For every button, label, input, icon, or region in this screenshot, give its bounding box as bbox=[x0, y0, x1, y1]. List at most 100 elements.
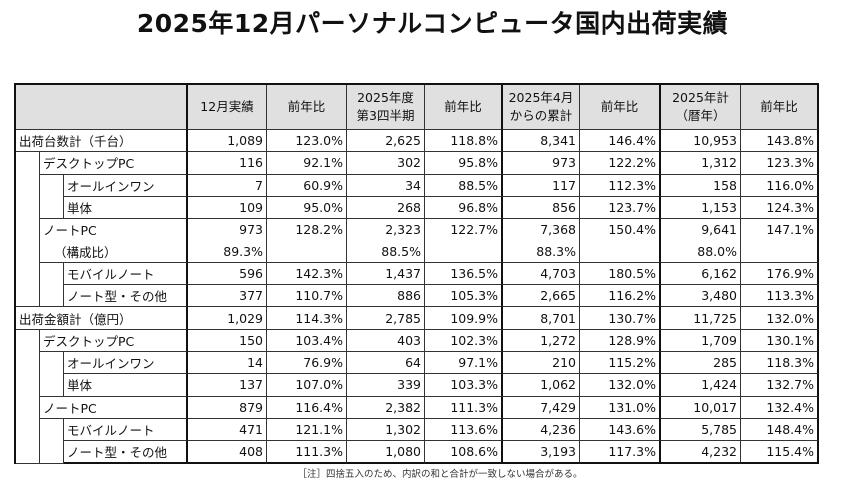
yoy-cell: 142.3% bbox=[267, 262, 347, 286]
yoy-cell: 116.0% bbox=[741, 174, 819, 197]
indent-cell bbox=[16, 240, 40, 263]
yoy-cell: 116.2% bbox=[580, 285, 661, 308]
table-row: モバイルノート 596 142.3% 1,437 136.5% 4,703 180.5% 6,… bbox=[16, 262, 819, 286]
row-label: モバイルノート bbox=[64, 262, 188, 286]
value-cell: 2,665 bbox=[503, 285, 580, 308]
yoy-cell: 130.7% bbox=[580, 307, 661, 330]
value-cell: 886 bbox=[347, 285, 425, 308]
yoy-cell: 105.3% bbox=[425, 285, 503, 308]
indent-cell bbox=[16, 196, 40, 220]
yoy-cell: 118.3% bbox=[741, 351, 819, 375]
yoy-cell: 115.4% bbox=[741, 441, 819, 465]
value-cell: 285 bbox=[661, 351, 741, 375]
value-cell: 210 bbox=[503, 351, 580, 375]
yoy-cell: 111.3% bbox=[267, 441, 347, 465]
value-cell: 64 bbox=[347, 351, 425, 375]
yoy-cell: 123.0% bbox=[267, 130, 347, 153]
row-label: ノートPC bbox=[40, 219, 188, 241]
yoy-cell: 113.6% bbox=[425, 418, 503, 442]
column-header: 2025年度 第3四半期 bbox=[347, 85, 425, 130]
table-row: デスクトップPC 116 92.1% 302 95.8% 973 122.2% 1,312 12… bbox=[16, 152, 819, 175]
value-cell: 109 bbox=[188, 196, 267, 220]
yoy-cell bbox=[580, 240, 661, 263]
yoy-cell: 97.1% bbox=[425, 351, 503, 375]
indent-cell bbox=[40, 418, 64, 442]
yoy-cell bbox=[425, 240, 503, 263]
yoy-cell: 110.7% bbox=[267, 285, 347, 308]
shipment-table: 12月実績 前年比 2025年度 第3四半期 前年比 2025年4月 からの累計 前年比 202… bbox=[14, 83, 819, 465]
value-cell: 856 bbox=[503, 196, 580, 220]
value-cell: 5,785 bbox=[661, 418, 741, 442]
value-cell: 1,062 bbox=[503, 374, 580, 397]
value-cell: 7 bbox=[188, 174, 267, 197]
value-cell: 89.3% bbox=[188, 240, 267, 263]
yoy-cell: 148.4% bbox=[741, 418, 819, 442]
yoy-cell: 121.1% bbox=[267, 418, 347, 442]
row-label: デスクトップPC bbox=[40, 152, 188, 175]
value-cell: 3,480 bbox=[661, 285, 741, 308]
table-row: ノート型・その他 408 111.3% 1,080 108.6% 3,193 117.3% 4… bbox=[16, 441, 819, 465]
value-cell: 973 bbox=[188, 219, 267, 241]
yoy-cell: 130.1% bbox=[741, 329, 819, 352]
row-label: ノート型・その他 bbox=[64, 441, 188, 465]
table-row: ノート型・その他 377 110.7% 886 105.3% 2,665 116.2% 3,4… bbox=[16, 285, 819, 308]
yoy-cell: 132.7% bbox=[741, 374, 819, 397]
indent-cell bbox=[16, 374, 40, 397]
value-cell: 7,368 bbox=[503, 219, 580, 241]
value-cell: 403 bbox=[347, 329, 425, 352]
value-cell: 4,232 bbox=[661, 441, 741, 465]
yoy-cell: 132.0% bbox=[580, 374, 661, 397]
yoy-cell: 117.3% bbox=[580, 441, 661, 465]
yoy-cell: 123.7% bbox=[580, 196, 661, 220]
row-label: ノート型・その他 bbox=[64, 285, 188, 308]
yoy-cell: 116.4% bbox=[267, 396, 347, 419]
indent-cell bbox=[40, 351, 64, 375]
yoy-cell: 60.9% bbox=[267, 174, 347, 197]
value-cell: 596 bbox=[188, 262, 267, 286]
yoy-cell: 150.4% bbox=[580, 219, 661, 241]
value-cell: 4,703 bbox=[503, 262, 580, 286]
yoy-cell: 115.2% bbox=[580, 351, 661, 375]
value-cell: 471 bbox=[188, 418, 267, 442]
yoy-cell: 96.8% bbox=[425, 196, 503, 220]
yoy-cell: 103.3% bbox=[425, 374, 503, 397]
table-row: 単体 137 107.0% 339 103.3% 1,062 132.0% 1,424 132.… bbox=[16, 374, 819, 397]
header-corner bbox=[16, 85, 188, 130]
yoy-cell: 107.0% bbox=[267, 374, 347, 397]
table-header-row: 12月実績 前年比 2025年度 第3四半期 前年比 2025年4月 からの累計 前年比 202… bbox=[16, 85, 819, 130]
row-label: 単体 bbox=[64, 196, 188, 220]
row-label: （構成比） bbox=[40, 240, 188, 263]
column-header: 2025年計 （暦年） bbox=[661, 85, 741, 130]
yoy-cell: 76.9% bbox=[267, 351, 347, 375]
value-cell: 1,089 bbox=[188, 130, 267, 153]
yoy-cell: 146.4% bbox=[580, 130, 661, 153]
yoy-cell: 131.0% bbox=[580, 396, 661, 419]
column-header: 前年比 bbox=[741, 85, 819, 130]
table-row: 単体 109 95.0% 268 96.8% 856 123.7% 1,153 124.3% bbox=[16, 196, 819, 220]
indent-cell bbox=[16, 262, 40, 286]
indent-cell bbox=[16, 285, 40, 308]
value-cell: 8,701 bbox=[503, 307, 580, 330]
value-cell: 1,424 bbox=[661, 374, 741, 397]
table-row: モバイルノート 471 121.1% 1,302 113.6% 4,236 143.6% 5,… bbox=[16, 418, 819, 442]
value-cell: 302 bbox=[347, 152, 425, 175]
row-label: デスクトップPC bbox=[40, 329, 188, 352]
value-cell: 973 bbox=[503, 152, 580, 175]
value-cell: 408 bbox=[188, 441, 267, 465]
yoy-cell: 111.3% bbox=[425, 396, 503, 419]
table-row: 出荷台数計（千台） 1,089 123.0% 2,625 118.8% 8,341 146.… bbox=[16, 130, 819, 153]
indent-cell bbox=[16, 152, 40, 175]
yoy-cell: 92.1% bbox=[267, 152, 347, 175]
value-cell: 3,193 bbox=[503, 441, 580, 465]
yoy-cell: 109.9% bbox=[425, 307, 503, 330]
value-cell: 879 bbox=[188, 396, 267, 419]
yoy-cell: 118.8% bbox=[425, 130, 503, 153]
yoy-cell: 176.9% bbox=[741, 262, 819, 286]
value-cell: 8,341 bbox=[503, 130, 580, 153]
yoy-cell: 143.6% bbox=[580, 418, 661, 442]
yoy-cell: 132.4% bbox=[741, 396, 819, 419]
indent-cell bbox=[16, 219, 40, 241]
indent-cell bbox=[16, 396, 40, 419]
indent-cell bbox=[16, 351, 40, 375]
table-row: デスクトップPC 150 103.4% 403 102.3% 1,272 128.9% 1,7… bbox=[16, 329, 819, 352]
